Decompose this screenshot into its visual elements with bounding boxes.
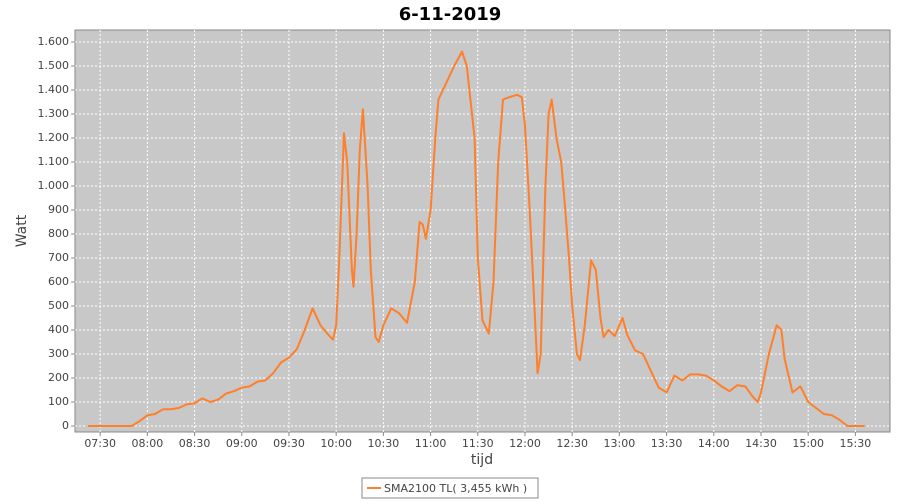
x-tick-label: 12:00 [509, 437, 541, 450]
y-tick-label: 200 [48, 371, 69, 384]
y-tick-label: 300 [48, 347, 69, 360]
legend: SMA2100 TL( 3,455 kWh ) [361, 477, 539, 499]
x-tick-label: 15:30 [840, 437, 872, 450]
x-tick-label: 08:00 [132, 437, 164, 450]
x-tick-label: 13:30 [651, 437, 683, 450]
y-tick-label: 800 [48, 227, 69, 240]
y-tick-label: 100 [48, 395, 69, 408]
x-tick-label: 10:00 [320, 437, 352, 450]
x-tick-label: 11:00 [415, 437, 447, 450]
x-tick-label: 14:00 [698, 437, 730, 450]
y-tick-label: 700 [48, 251, 69, 264]
legend-label: SMA2100 TL( 3,455 kWh ) [384, 482, 527, 495]
y-tick-label: 600 [48, 275, 69, 288]
x-tick-label: 09:30 [273, 437, 305, 450]
y-axis-label: Watt [14, 214, 30, 247]
x-axis-label: tijd [471, 452, 493, 468]
x-tick-label: 15:00 [792, 437, 824, 450]
y-tick-label: 400 [48, 323, 69, 336]
y-tick-label: 1.200 [38, 131, 70, 144]
x-tick-label: 07:30 [84, 437, 116, 450]
x-tick-label: 08:30 [179, 437, 211, 450]
y-tick-label: 1.400 [38, 83, 70, 96]
y-tick-label: 900 [48, 203, 69, 216]
x-tick-label: 11:30 [462, 437, 494, 450]
x-tick-label: 09:00 [226, 437, 258, 450]
x-tick-label: 13:00 [604, 437, 636, 450]
y-tick-label: 500 [48, 299, 69, 312]
y-tick-label: 1.500 [38, 59, 70, 72]
y-tick-label: 1.300 [38, 107, 70, 120]
y-tick-label: 1.100 [38, 155, 70, 168]
chart-title: 6-11-2019 [399, 4, 502, 25]
x-tick-label: 12:30 [556, 437, 588, 450]
plot-area [74, 29, 891, 433]
x-tick-label: 14:30 [745, 437, 777, 450]
y-tick-label: 1.600 [38, 35, 70, 48]
y-tick-label: 0 [62, 419, 69, 432]
y-tick-label: 1.000 [38, 179, 70, 192]
series-line [87, 50, 865, 427]
legend-box [361, 477, 539, 499]
x-tick-label: 10:30 [368, 437, 400, 450]
